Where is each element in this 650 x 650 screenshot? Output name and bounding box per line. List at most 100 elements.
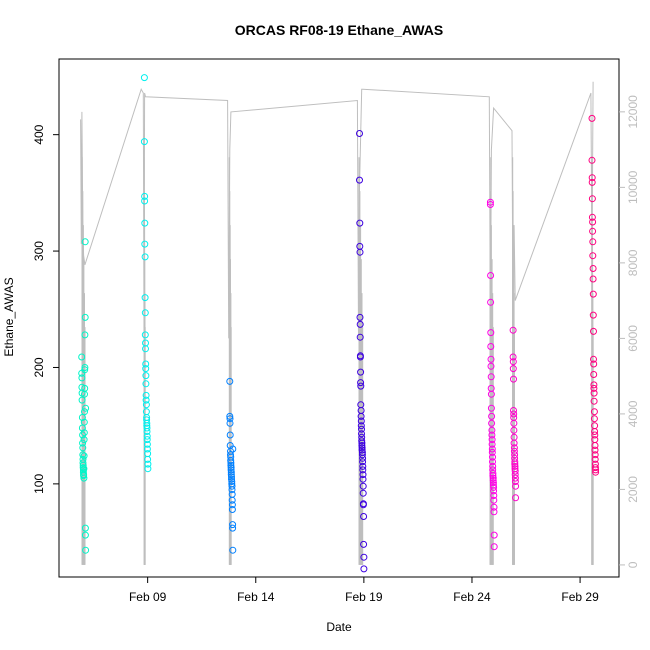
y-tick-label: 200 — [32, 357, 46, 377]
data-point — [487, 343, 495, 350]
data-point — [511, 471, 519, 479]
data-point — [141, 197, 149, 205]
data-point — [144, 460, 152, 468]
data-point — [510, 439, 518, 447]
data-point — [592, 468, 600, 476]
data-point — [488, 448, 496, 456]
data-point — [81, 384, 89, 392]
data-point — [229, 524, 237, 532]
data-point — [227, 468, 235, 476]
data-point — [78, 396, 86, 404]
data-point — [229, 546, 237, 554]
data-point — [359, 489, 367, 497]
data-point — [228, 473, 235, 481]
y2-tick-label: 10000 — [626, 170, 640, 204]
data-point — [229, 445, 237, 453]
data-point — [356, 313, 364, 321]
data-point — [356, 176, 363, 184]
y2-tick-label: 2000 — [626, 476, 640, 503]
data-point — [79, 439, 87, 447]
data-point — [589, 238, 597, 246]
y-axis-label: Ethane_AWAS — [2, 277, 16, 356]
data-point — [82, 404, 90, 412]
data-point — [510, 375, 517, 383]
data-point — [81, 524, 89, 532]
x-tick-label: Feb 14 — [237, 590, 275, 604]
data-point — [142, 380, 150, 388]
data-point — [490, 531, 498, 539]
data-point — [228, 482, 236, 490]
data-point — [488, 412, 496, 420]
data-point — [511, 462, 519, 470]
data-point — [142, 345, 149, 353]
data-point — [591, 451, 599, 459]
data-point — [487, 390, 495, 398]
data-point — [591, 455, 599, 463]
altitude-trace-line — [80, 81, 594, 339]
data-point — [510, 407, 517, 414]
data-point — [589, 290, 597, 298]
data-point — [360, 553, 368, 561]
data-point — [488, 440, 496, 448]
data-point — [143, 428, 151, 435]
data-point — [489, 476, 497, 484]
plot-frame — [58, 58, 620, 578]
data-point — [588, 178, 596, 186]
data-point — [588, 156, 596, 164]
data-point — [357, 379, 365, 387]
data-point — [141, 240, 149, 248]
data-point — [141, 253, 149, 261]
data-point — [510, 444, 518, 452]
data-point — [490, 543, 498, 551]
data-point — [488, 419, 496, 427]
data-point — [487, 355, 495, 363]
y2-tick-label: 0 — [626, 561, 640, 568]
data-point — [511, 451, 519, 459]
data-point — [590, 389, 598, 397]
data-point — [143, 436, 151, 444]
data-point — [510, 426, 518, 434]
data-point — [359, 501, 367, 509]
data-point — [588, 174, 596, 182]
data-point — [228, 501, 236, 509]
data-point — [489, 453, 496, 461]
x-tick-label: Feb 09 — [129, 590, 167, 604]
data-point — [357, 422, 365, 430]
y2-tick-label: 12000 — [626, 95, 640, 129]
data-point — [487, 329, 495, 337]
data-point — [590, 397, 598, 405]
data-point — [358, 437, 366, 445]
data-point — [143, 424, 151, 432]
data-point — [511, 467, 519, 475]
data-point — [509, 326, 517, 334]
data-point — [490, 496, 498, 504]
data-point — [591, 464, 599, 472]
data-point — [358, 451, 366, 459]
data-point — [359, 482, 367, 490]
data-point — [509, 353, 517, 361]
data-point — [358, 439, 366, 447]
data-point — [488, 426, 496, 434]
data-point — [81, 313, 89, 321]
data-point — [588, 213, 596, 221]
data-point — [589, 311, 597, 319]
data-point — [226, 377, 234, 385]
data-point — [489, 479, 497, 487]
data-point — [78, 353, 86, 361]
data-point — [589, 265, 597, 272]
data-point — [509, 365, 517, 373]
data-point — [356, 219, 364, 227]
data-point — [144, 455, 152, 463]
x-tick-label: Feb 19 — [345, 590, 383, 604]
data-point — [509, 358, 517, 366]
data-point — [486, 201, 494, 208]
data-point — [227, 464, 235, 472]
data-point — [81, 238, 89, 246]
data-point — [141, 294, 149, 302]
data-point — [141, 331, 149, 339]
data-point — [358, 430, 365, 438]
data-point — [141, 192, 149, 200]
data-point — [512, 482, 520, 490]
data-point — [511, 460, 519, 468]
y2-tick-label: 6000 — [626, 325, 640, 352]
